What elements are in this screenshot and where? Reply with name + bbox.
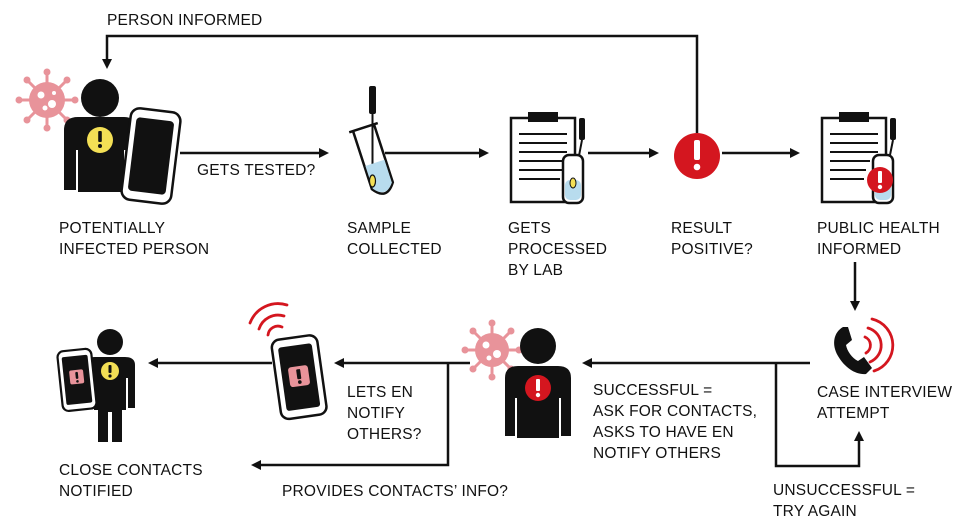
test-tube-swab-icon	[348, 86, 395, 195]
infected-person-label: POTENTIALLY INFECTED PERSON	[59, 220, 210, 258]
provides-contacts-label: PROVIDES CONTACTS’ INFO?	[282, 483, 509, 500]
positive-person-icon	[461, 319, 571, 438]
red-alert-icon	[674, 133, 720, 179]
clipboard-alert-icon	[820, 112, 896, 205]
person-informed-loop-arrow	[102, 34, 699, 133]
person-head	[97, 329, 123, 355]
person-body	[64, 117, 137, 192]
result-positive-label: RESULT POSITIVE?	[671, 220, 753, 258]
case-interview-label: CASE INTERVIEW ATTEMPT	[817, 384, 953, 422]
close-contacts-label: CLOSE CONTACTS NOTIFIED	[59, 462, 203, 500]
lab-processing-label: GETS PROCESSED BY LAB	[508, 220, 608, 279]
retry-arrow	[774, 363, 864, 468]
contacts-info-arrow	[251, 363, 450, 470]
public-health-label: PUBLIC HEALTH INFORMED	[817, 220, 940, 258]
virus-icon	[461, 319, 523, 381]
person-head	[520, 328, 556, 364]
gets-tested-label: GETS TESTED?	[197, 162, 316, 179]
notified-person-with-phone-icon	[56, 329, 135, 442]
person-body	[85, 357, 135, 442]
unsuccessful-label: UNSUCCESSFUL = TRY AGAIN	[773, 482, 916, 520]
clipboard-test-tube-icon	[509, 112, 585, 205]
flow-connectors	[102, 34, 864, 470]
phone-ringing-icon	[834, 317, 895, 375]
person-head	[81, 79, 119, 117]
smartphone-icon	[120, 107, 182, 205]
infected-person-with-phone-icon	[15, 68, 182, 205]
phone-alert-ringing-icon	[248, 302, 328, 421]
person-body	[505, 366, 571, 438]
successful-label: SUCCESSFUL = ASK FOR CONTACTS, ASKS TO H…	[593, 382, 758, 462]
virus-icon	[15, 68, 79, 132]
sample-collected-label: SAMPLE COLLECTED	[347, 220, 442, 258]
smartphone-icon	[56, 347, 98, 413]
person-informed-label: PERSON INFORMED	[107, 12, 263, 29]
en-notify-label: LETS EN NOTIFY OTHERS?	[347, 384, 422, 443]
